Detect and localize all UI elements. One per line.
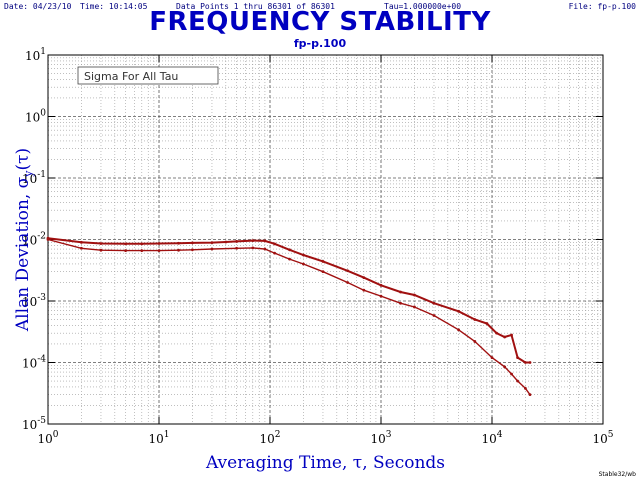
x-tick-label: 103: [370, 430, 391, 446]
data-point: [235, 246, 238, 250]
data-point: [362, 288, 366, 292]
y-axis-label: Allan Deviation, σy(τ): [13, 148, 35, 332]
data-point: [510, 372, 513, 376]
data-point: [210, 241, 214, 245]
x-axis-label: Averaging Time, τ, Seconds: [205, 453, 445, 473]
data-point: [251, 239, 255, 242]
data-point: [157, 242, 161, 245]
chart-subtitle: fp-p.100: [293, 37, 347, 50]
header-date: Date: 04/23/10: [4, 2, 72, 11]
data-point: [191, 248, 194, 252]
data-point: [302, 253, 305, 257]
data-point: [457, 309, 460, 313]
data-point: [346, 281, 349, 284]
data-point: [524, 386, 527, 390]
data-point: [263, 239, 267, 243]
legend-label: Sigma For All Tau: [84, 70, 178, 83]
data-point: [490, 356, 494, 360]
series-line: [47, 238, 531, 396]
header-tau: Tau=1.000000e+00: [384, 2, 462, 11]
data-point: [503, 335, 507, 339]
data-point: [495, 331, 498, 335]
legend-box: [77, 66, 219, 85]
header-file: File: fp-p.100: [568, 2, 636, 11]
data-point: [399, 290, 402, 294]
data-point: [528, 361, 532, 364]
data-point: [140, 242, 144, 246]
data-point: [413, 293, 416, 297]
y-tick-label: 10-5: [22, 416, 46, 432]
data-point: [235, 240, 238, 243]
data-point: [210, 247, 214, 251]
data-point: [432, 314, 436, 317]
data-point: [80, 240, 83, 244]
chart-title: FREQUENCY STABILITY: [149, 7, 491, 37]
header-time: Time: 10:14:05: [80, 2, 148, 11]
data-point: [224, 240, 228, 244]
x-tick-label: 100: [37, 430, 58, 446]
data-point: [80, 246, 83, 250]
data-point: [251, 246, 255, 250]
data-point: [510, 333, 513, 337]
data-point: [473, 340, 477, 343]
data-point: [273, 242, 276, 246]
data-point: [362, 276, 366, 280]
data-point: [516, 356, 519, 360]
data-point: [46, 238, 50, 241]
y-tick-label: 10-2: [22, 232, 46, 248]
y-tick-label: 10-1: [22, 170, 46, 186]
data-point: [346, 269, 349, 273]
data-point: [99, 242, 103, 245]
y-tick-label: 10-3: [22, 293, 46, 309]
x-tick-label: 105: [592, 430, 613, 446]
data-point: [503, 365, 507, 369]
data-point: [321, 260, 325, 263]
data-point: [516, 379, 519, 383]
x-tick-label: 102: [259, 430, 280, 446]
y-tick-label: 101: [25, 47, 46, 63]
y-tick-label: 100: [25, 109, 46, 125]
data-point: [379, 294, 383, 298]
data-point: [399, 301, 402, 305]
data-point: [432, 301, 436, 305]
footer-credit: Stable32/wb: [598, 471, 636, 478]
data-point: [273, 251, 276, 255]
data-point: [263, 247, 267, 251]
data-point: [288, 257, 291, 261]
data-point: [473, 318, 477, 321]
data-point: [191, 241, 194, 245]
data-point: [321, 270, 325, 274]
data-point: [485, 322, 489, 325]
data-point: [524, 361, 527, 364]
x-tick-label: 101: [148, 430, 169, 446]
data-point: [288, 248, 291, 252]
data-point: [157, 249, 161, 252]
data-point: [124, 242, 127, 246]
header-data-points: Data Points 1 thru 86301 of 86301: [176, 2, 335, 11]
data-point: [302, 262, 305, 266]
data-point: [124, 249, 127, 252]
series-line: [47, 237, 530, 364]
data-point: [457, 328, 460, 332]
y-tick-label: 10-4: [22, 355, 46, 371]
data-point: [177, 248, 180, 252]
data-point: [177, 241, 180, 245]
data-point: [528, 393, 532, 397]
data-point: [140, 249, 144, 252]
data-point: [379, 283, 383, 287]
data-point: [413, 305, 416, 309]
x-tick-label: 104: [481, 430, 502, 446]
data-point: [99, 248, 103, 252]
